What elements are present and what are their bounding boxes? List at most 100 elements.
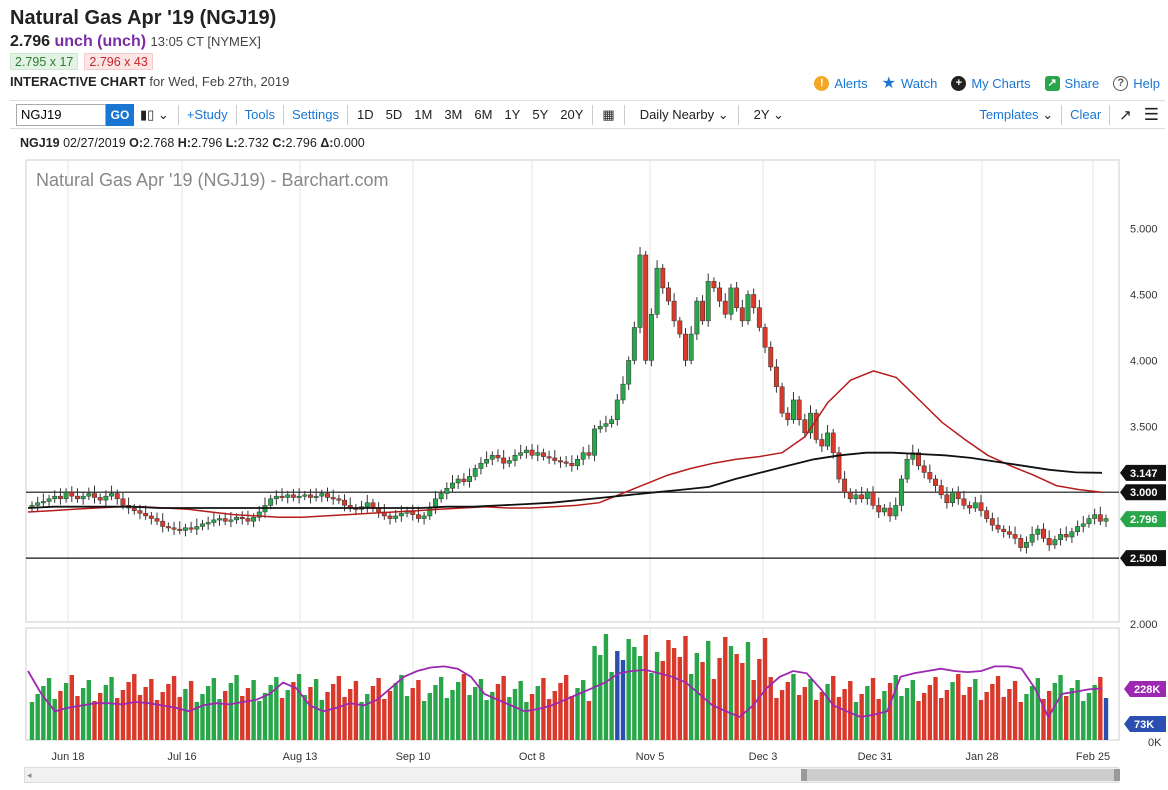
candle-body xyxy=(296,495,302,498)
volume-bar xyxy=(365,694,370,740)
period-1y[interactable]: 1Y xyxy=(504,107,521,122)
symbol-input[interactable] xyxy=(16,103,106,126)
interactive-date: for Wed, Feb 27th, 2019 xyxy=(149,74,290,89)
candle-body xyxy=(421,515,427,519)
menu-icon[interactable]: ☰ xyxy=(1143,104,1159,124)
period-5d[interactable]: 5D xyxy=(385,107,403,122)
candle-body xyxy=(1058,534,1063,540)
volume-badge-label: 73K xyxy=(1134,719,1154,731)
volume-bar xyxy=(166,684,171,740)
volume-badge xyxy=(1124,681,1166,697)
volume-bar xyxy=(586,701,592,740)
ohlc-readout: NGJ19 02/27/2019 O:2.768 H:2.796 L:2.732… xyxy=(20,136,365,150)
candle-body xyxy=(791,399,796,420)
volume-bar xyxy=(1098,677,1103,740)
calendar-icon[interactable]: ▦ xyxy=(602,106,615,122)
volume-bar xyxy=(149,679,154,740)
help-icon: ? xyxy=(1113,75,1129,91)
plus-circle-icon: + xyxy=(951,75,967,91)
candle-body xyxy=(825,432,831,447)
expand-icon[interactable]: ↗ xyxy=(1119,106,1132,124)
candle-body xyxy=(808,412,813,434)
ask-badge: 2.796 x 43 xyxy=(84,53,153,70)
volume-bar xyxy=(370,686,376,740)
candle-body xyxy=(69,491,75,497)
volume-bar xyxy=(751,680,756,740)
volume-bar xyxy=(325,692,330,740)
volume-bar xyxy=(927,685,933,740)
volume-bar xyxy=(660,661,665,740)
candle-body xyxy=(580,452,586,460)
help-link[interactable]: ? Help xyxy=(1113,73,1160,93)
volume-bar xyxy=(393,683,398,740)
candle-body xyxy=(995,524,1001,530)
go-button[interactable]: GO xyxy=(106,103,134,126)
volume-bar xyxy=(990,684,995,740)
volume-bar xyxy=(86,680,92,740)
scroll-left-icon[interactable]: ◂ xyxy=(27,770,32,780)
templates-dropdown[interactable]: Templates ⌄ xyxy=(974,107,1058,123)
volume-bar xyxy=(819,692,825,740)
candle-body xyxy=(40,501,46,504)
volume-bar xyxy=(109,677,114,740)
candle-body xyxy=(103,495,109,501)
volume-bar xyxy=(649,673,654,740)
candle-body xyxy=(1001,528,1007,532)
candle-body xyxy=(393,515,399,519)
volume-bar xyxy=(757,659,762,740)
volume-bar xyxy=(1081,701,1086,740)
candle-body xyxy=(728,287,734,315)
chart-type-candle-icon[interactable]: ▮▯ ⌄ xyxy=(140,106,169,122)
my-charts-link[interactable]: + My Charts xyxy=(951,73,1031,93)
divider xyxy=(737,104,739,125)
volume-bar xyxy=(643,635,648,740)
candle-body xyxy=(711,281,717,289)
clear-button[interactable]: Clear xyxy=(1070,107,1102,122)
candle-body xyxy=(1075,526,1081,532)
volume-bar xyxy=(1086,693,1092,740)
volume-bar xyxy=(501,676,506,740)
volume-bar xyxy=(637,656,643,740)
price-badge xyxy=(1120,511,1166,528)
candle-body xyxy=(853,494,859,500)
tools-button[interactable]: Tools xyxy=(244,107,276,122)
study-button[interactable]: +Study xyxy=(186,107,228,122)
period-5y[interactable]: 5Y xyxy=(532,107,549,122)
alerts-link[interactable]: ! Alerts xyxy=(814,73,868,93)
settings-button[interactable]: Settings xyxy=(292,107,339,122)
candle-body xyxy=(143,513,149,517)
volume-bar xyxy=(677,657,683,740)
period-20y[interactable]: 20Y xyxy=(560,107,584,122)
volume-bar xyxy=(46,678,52,740)
candle-body xyxy=(1080,523,1086,527)
period-1m[interactable]: 1M xyxy=(414,107,433,122)
candle-body xyxy=(455,478,461,484)
volume-bar xyxy=(842,689,847,740)
volume-bar xyxy=(632,647,637,740)
help-label: Help xyxy=(1133,75,1160,91)
volume-bar xyxy=(342,697,347,740)
candle-body xyxy=(336,498,342,501)
volume-bar xyxy=(421,701,427,740)
timeline-scrollbar[interactable]: ◂ xyxy=(24,767,1120,783)
share-link[interactable]: ↗ Share xyxy=(1044,73,1099,93)
period-6m[interactable]: 6M xyxy=(474,107,493,122)
candle-body xyxy=(217,518,222,521)
candle-body xyxy=(1029,534,1035,543)
scroll-thumb[interactable] xyxy=(801,769,1120,781)
volume-bar xyxy=(1064,696,1069,740)
period-1d[interactable]: 1D xyxy=(357,107,374,122)
volume-bar xyxy=(569,696,575,740)
volume-bar xyxy=(348,689,353,740)
candle-body xyxy=(222,518,228,522)
range-label: 2Y xyxy=(753,106,770,122)
candle-body xyxy=(35,502,41,506)
volume-bar xyxy=(768,677,773,740)
divider xyxy=(177,104,179,125)
aggregation-dropdown[interactable]: Daily Nearby ⌄ xyxy=(628,107,735,123)
watch-link[interactable]: ★ Watch xyxy=(882,73,938,93)
volume-bar xyxy=(177,697,182,740)
range-dropdown[interactable]: 2Y ⌄ xyxy=(742,107,790,123)
period-3m[interactable]: 3M xyxy=(444,107,463,122)
